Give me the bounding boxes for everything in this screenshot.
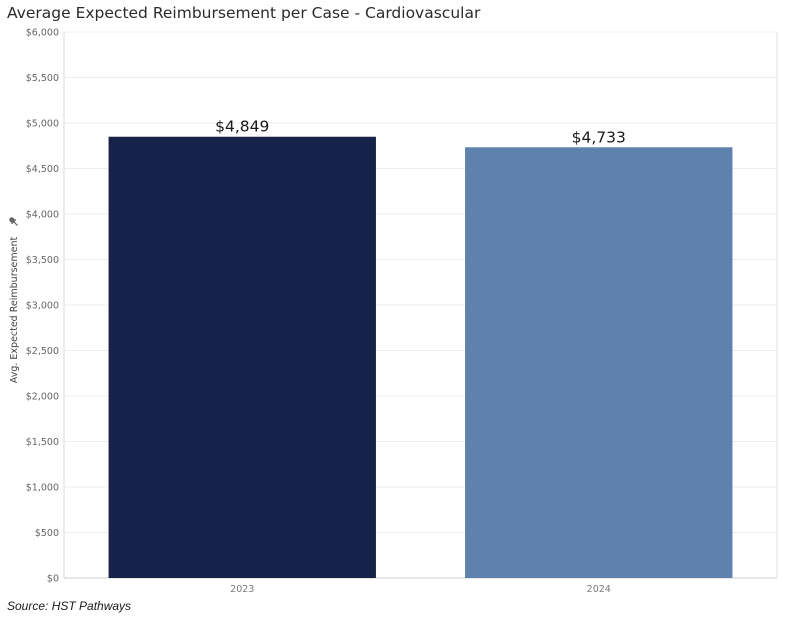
y-tick-label: $4,000 [26,210,59,221]
y-tick-label: $3,000 [26,301,59,312]
y-tick-label: $0 [47,574,59,585]
bar [465,147,733,578]
bar [108,136,376,578]
x-tick-label: 2023 [230,584,254,595]
y-tick-label: $3,500 [26,255,59,266]
y-tick-label: $5,500 [26,73,59,84]
y-tick-label: $6,000 [26,28,59,39]
y-tick-label: $2,000 [26,392,59,403]
data-label: $4,733 [572,128,626,146]
y-tick-label: $2,500 [26,346,59,357]
y-tick-label: $4,500 [26,164,59,175]
y-tick-label: $500 [35,528,59,539]
y-tick-label: $1,500 [26,437,59,448]
y-tick-label: $1,000 [26,483,59,494]
y-axis-title: Avg. Expected Reimbursement [9,236,20,383]
source-note: Source: HST Pathways [7,599,132,613]
pin-needle [12,220,18,226]
pin-bar [11,219,17,225]
x-tick-label: 2024 [587,584,611,595]
data-label: $4,849 [215,118,269,136]
chart-title: Average Expected Reimbursement per Case … [7,4,481,22]
pin-icon [9,217,18,226]
y-tick-label: $5,000 [26,119,59,130]
